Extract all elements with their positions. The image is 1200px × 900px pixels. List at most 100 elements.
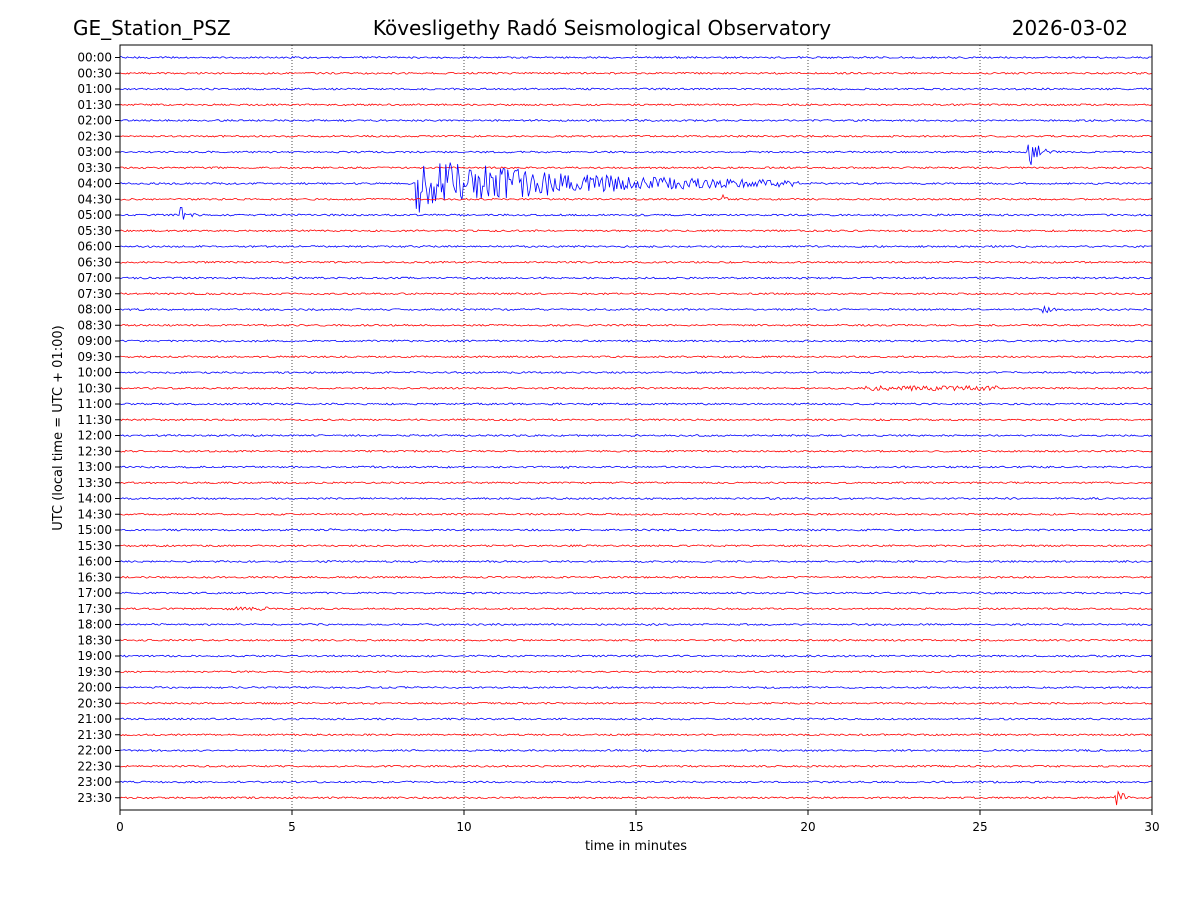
x-tick-label-25: 25 bbox=[972, 820, 987, 834]
y-tick-label-07:00: 07:00 bbox=[77, 271, 112, 285]
y-tick-label-13:00: 13:00 bbox=[77, 460, 112, 474]
trace-00:30 bbox=[119, 71, 1153, 75]
y-tick-label-06:30: 06:30 bbox=[77, 255, 112, 269]
trace-11:00 bbox=[119, 402, 1153, 406]
trace-12:00 bbox=[119, 434, 1153, 437]
y-tick-label-04:00: 04:00 bbox=[77, 177, 112, 191]
y-tick-label-20:30: 20:30 bbox=[77, 696, 112, 710]
trace-01:30 bbox=[119, 103, 1153, 107]
trace-01:00 bbox=[119, 87, 1153, 91]
y-axis-label: UTC (local time = UTC + 01:00) bbox=[51, 325, 66, 530]
trace-20:00 bbox=[119, 685, 1153, 689]
plot-frame bbox=[119, 44, 1153, 811]
y-tick-label-21:30: 21:30 bbox=[77, 728, 112, 742]
x-tick-label-5: 5 bbox=[288, 820, 296, 834]
trace-22:30 bbox=[119, 764, 1153, 768]
trace-08:30 bbox=[119, 323, 1153, 327]
y-tick-label-22:30: 22:30 bbox=[77, 759, 112, 773]
y-tick-label-23:00: 23:00 bbox=[77, 775, 112, 789]
y-tick-label-01:00: 01:00 bbox=[77, 82, 112, 96]
trace-18:30 bbox=[119, 638, 1153, 642]
y-tick-label-22:00: 22:00 bbox=[77, 744, 112, 758]
y-tick-label-05:30: 05:30 bbox=[77, 224, 112, 238]
trace-23:30 bbox=[119, 790, 1153, 806]
trace-03:30 bbox=[119, 166, 1153, 170]
trace-07:00 bbox=[119, 276, 1153, 280]
x-tick-label-10: 10 bbox=[456, 820, 471, 834]
x-axis-ticks: 0 5 10 15 20 25 30 bbox=[116, 810, 1160, 834]
station-label: GE_Station_PSZ bbox=[73, 16, 231, 40]
trace-09:00 bbox=[120, 339, 1153, 343]
y-tick-label-20:00: 20:00 bbox=[77, 681, 112, 695]
trace-19:00 bbox=[119, 654, 1153, 658]
y-tick-label-08:00: 08:00 bbox=[77, 303, 112, 317]
trace-19:30 bbox=[119, 670, 1153, 674]
y-tick-label-12:00: 12:00 bbox=[77, 429, 112, 443]
y-tick-label-08:30: 08:30 bbox=[77, 318, 112, 332]
y-tick-label-18:30: 18:30 bbox=[77, 633, 112, 647]
y-tick-label-12:30: 12:30 bbox=[77, 444, 112, 458]
y-tick-label-17:00: 17:00 bbox=[77, 586, 112, 600]
y-tick-label-00:00: 00:00 bbox=[77, 51, 112, 65]
trace-12:30 bbox=[119, 449, 1153, 453]
trace-10:30 bbox=[119, 384, 1153, 392]
x-axis-label: time in minutes bbox=[585, 839, 687, 854]
y-tick-label-10:00: 10:00 bbox=[77, 366, 112, 380]
trace-05:00 bbox=[119, 206, 1153, 220]
trace-15:00 bbox=[119, 528, 1153, 532]
trace-13:30 bbox=[119, 481, 1153, 485]
y-tick-label-11:00: 11:00 bbox=[77, 397, 112, 411]
y-tick-label-19:30: 19:30 bbox=[77, 665, 112, 679]
trace-20:30 bbox=[119, 701, 1153, 705]
y-tick-label-02:30: 02:30 bbox=[77, 129, 112, 143]
y-tick-label-01:30: 01:30 bbox=[77, 98, 112, 112]
chart-title: Kövesligethy Radó Seismological Observat… bbox=[373, 16, 831, 40]
y-tick-label-23:30: 23:30 bbox=[77, 791, 112, 805]
trace-04:30 bbox=[119, 193, 1153, 201]
trace-21:30 bbox=[119, 733, 1153, 737]
x-tick-label-15: 15 bbox=[628, 820, 643, 834]
trace-17:00 bbox=[119, 591, 1153, 595]
trace-09:30 bbox=[119, 355, 1153, 359]
x-tick-label-0: 0 bbox=[116, 820, 124, 834]
y-tick-label-19:00: 19:00 bbox=[77, 649, 112, 663]
y-tick-label-18:00: 18:00 bbox=[77, 618, 112, 632]
trace-07:30 bbox=[119, 292, 1153, 296]
y-tick-label-15:00: 15:00 bbox=[77, 523, 112, 537]
trace-23:00 bbox=[119, 780, 1153, 784]
y-tick-label-04:30: 04:30 bbox=[77, 192, 112, 206]
y-tick-label-11:30: 11:30 bbox=[77, 413, 112, 427]
x-tick-label-30: 30 bbox=[1144, 820, 1159, 834]
x-tick-label-20: 20 bbox=[800, 820, 815, 834]
trace-05:30 bbox=[119, 229, 1153, 233]
trace-14:30 bbox=[119, 512, 1153, 516]
trace-02:30 bbox=[119, 134, 1153, 138]
trace-06:00 bbox=[119, 244, 1152, 248]
trace-10:00 bbox=[119, 371, 1153, 374]
y-tick-label-14:00: 14:00 bbox=[77, 492, 112, 506]
y-tick-label-09:00: 09:00 bbox=[77, 334, 112, 348]
y-tick-label-16:00: 16:00 bbox=[77, 555, 112, 569]
trace-16:30 bbox=[119, 575, 1153, 579]
seismogram-traces bbox=[119, 56, 1153, 806]
trace-15:30 bbox=[119, 544, 1153, 548]
y-tick-label-09:30: 09:30 bbox=[77, 350, 112, 364]
y-tick-label-05:00: 05:00 bbox=[77, 208, 112, 222]
trace-17:30 bbox=[119, 606, 1153, 612]
y-tick-label-03:00: 03:00 bbox=[77, 145, 112, 159]
trace-21:00 bbox=[119, 717, 1153, 721]
trace-11:30 bbox=[119, 418, 1153, 422]
trace-22:00 bbox=[119, 748, 1153, 753]
y-tick-label-03:30: 03:30 bbox=[77, 161, 112, 175]
trace-08:00 bbox=[119, 305, 1153, 314]
trace-18:00 bbox=[119, 623, 1153, 626]
trace-03:00 bbox=[119, 144, 1153, 166]
y-tick-label-00:30: 00:30 bbox=[77, 66, 112, 80]
y-tick-label-16:30: 16:30 bbox=[77, 570, 112, 584]
date-label: 2026-03-02 bbox=[1012, 16, 1128, 40]
trace-04:00 bbox=[119, 162, 1153, 213]
y-tick-label-14:30: 14:30 bbox=[77, 507, 112, 521]
y-tick-label-07:30: 07:30 bbox=[77, 287, 112, 301]
